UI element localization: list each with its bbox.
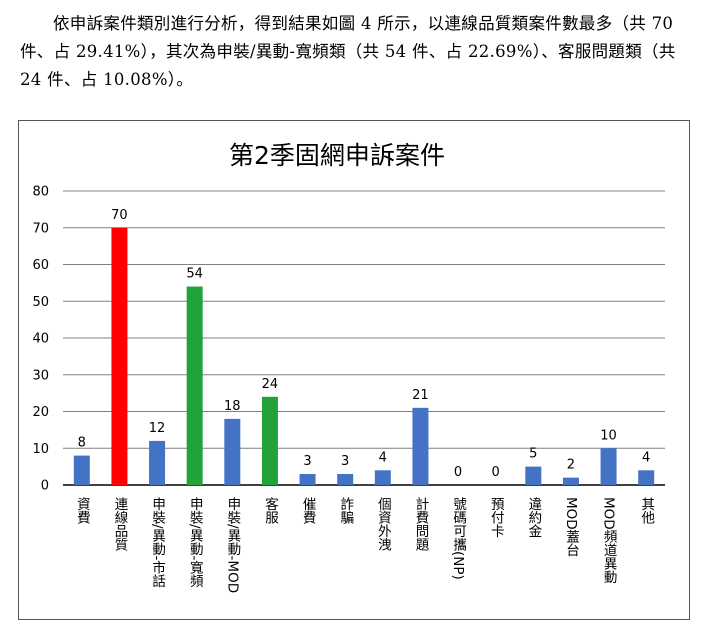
bar (337, 473, 354, 485)
category-label: MOD頻道異動 (601, 497, 618, 585)
bar (525, 466, 542, 485)
y-tick-label: 80 (32, 185, 49, 200)
y-tick-label: 0 (41, 479, 49, 494)
data-label: 3 (341, 454, 349, 469)
data-label: 12 (149, 421, 166, 436)
bar (261, 396, 278, 485)
category-label: 連線品質 (111, 497, 128, 553)
bar (149, 440, 166, 485)
bar (562, 477, 579, 485)
y-tick-label: 50 (32, 295, 49, 310)
bars (73, 227, 655, 485)
category-label: 違約金 (525, 497, 542, 538)
data-label: 4 (642, 450, 650, 465)
data-label: 2 (567, 458, 575, 473)
bar (412, 407, 429, 485)
category-label: 其他 (638, 497, 655, 526)
category-label: 計費問題 (412, 497, 429, 553)
data-label: 0 (492, 465, 500, 480)
category-label: 資費 (74, 497, 91, 525)
category-label: 催費 (300, 497, 317, 525)
category-label: 詐騙 (337, 497, 354, 525)
bar (374, 470, 391, 485)
intro-text: 依申訴案件類別進行分析，得到結果如圖 4 所示，以連線品質類案件數最多（共 70… (20, 10, 702, 94)
data-label: 4 (379, 450, 387, 465)
category-label: 申裝/異動-MOD (224, 497, 241, 593)
data-label: 5 (529, 447, 537, 462)
chart-frame: 第2季固網申訴案件 0 10 20 30 40 50 60 70 80 8 70 12 54 18 24 3… (18, 120, 690, 620)
y-tick-label: 10 (32, 442, 49, 457)
category-label: 個資外洩 (375, 497, 392, 552)
y-tick-label: 60 (32, 258, 49, 273)
category-label: 申裝/異動-市話 (149, 497, 166, 588)
y-tick-label: 70 (32, 221, 49, 236)
data-label: 10 (600, 428, 617, 443)
data-label: 8 (78, 436, 86, 451)
bar (299, 473, 316, 485)
category-label: 客服 (262, 496, 279, 525)
category-label: 申裝/異動-寬頻 (187, 497, 204, 588)
y-tick-label: 40 (32, 332, 49, 347)
bar (224, 418, 241, 485)
data-label: 54 (186, 267, 203, 282)
category-labels: 資費 連線品質 申裝/異動-市話 申裝/異動-寬頻 申裝/異動-MOD 客服 催費 詐騙 個資外… (74, 496, 655, 593)
bar (186, 286, 203, 485)
chart-title: 第2季固網申訴案件 (229, 141, 445, 170)
category-label: MOD蓋台 (563, 497, 580, 557)
category-label: 號碼可攜(NP) (450, 497, 467, 580)
bar (73, 455, 90, 485)
data-label: 18 (224, 399, 241, 414)
y-tick-label: 30 (32, 368, 49, 383)
data-label: 21 (412, 388, 429, 403)
category-label: 預付卡 (488, 497, 505, 538)
bar (600, 448, 617, 485)
y-tick-label: 20 (32, 405, 49, 420)
data-label: 3 (303, 454, 311, 469)
data-label: 0 (454, 465, 462, 480)
bar (111, 227, 128, 485)
y-axis-ticks: 0 10 20 30 40 50 60 70 80 (32, 185, 49, 494)
intro-paragraph: 依申訴案件類別進行分析，得到結果如圖 4 所示，以連線品質類案件數最多（共 70… (20, 14, 676, 89)
data-label: 24 (262, 377, 279, 392)
bar (638, 470, 655, 485)
data-label: 70 (111, 208, 128, 223)
